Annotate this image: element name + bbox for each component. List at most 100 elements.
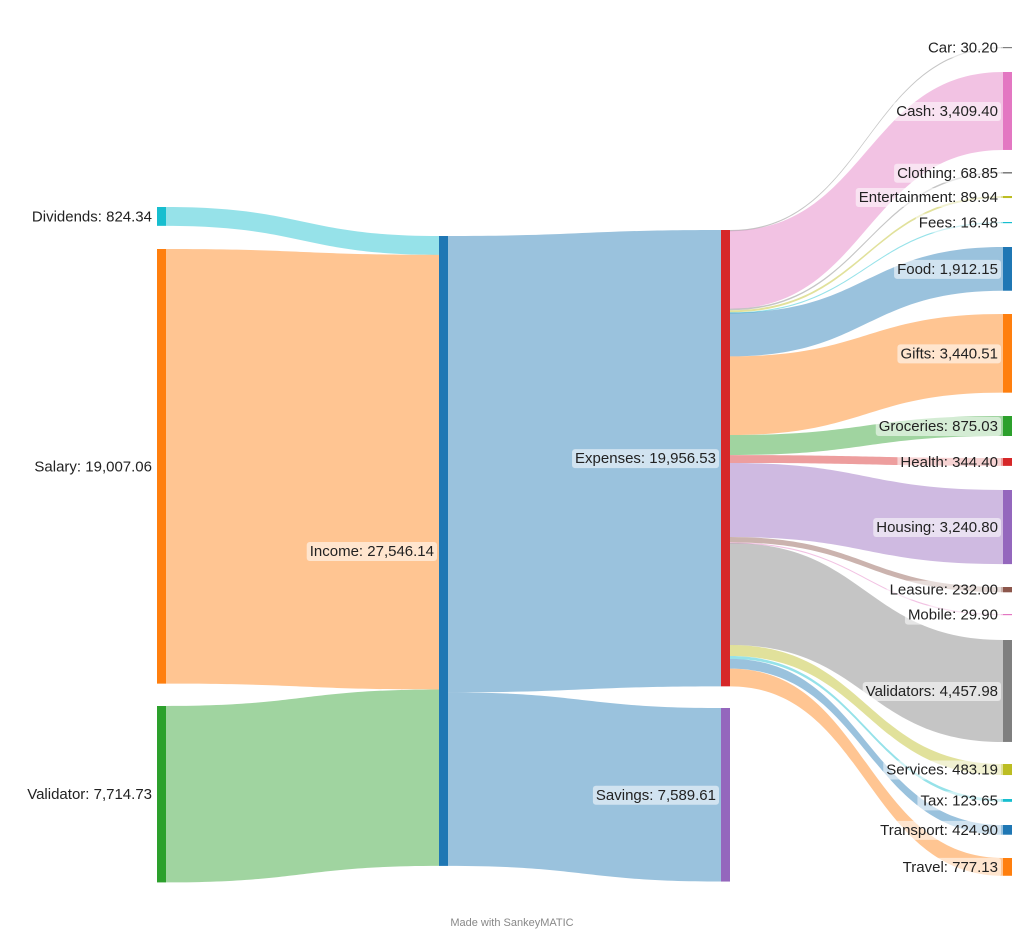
label-bg-food bbox=[894, 259, 1001, 279]
label-text-fees: Fees: 16.48 bbox=[919, 215, 998, 232]
link-expenses-to-fees bbox=[730, 222, 1003, 314]
label-bg-savings bbox=[592, 785, 719, 805]
node-travel bbox=[1003, 858, 1012, 876]
label-text-food: Food: 1,912.15 bbox=[897, 261, 998, 278]
node-income bbox=[439, 236, 448, 866]
node-mobile bbox=[1003, 614, 1012, 616]
label-bg-health bbox=[897, 452, 1001, 472]
label-groceries: Groceries: 875.03 bbox=[875, 417, 1001, 437]
label-tax: Tax: 123.65 bbox=[917, 791, 1001, 811]
link-dividends-to-income bbox=[166, 207, 439, 255]
label-bg-validators bbox=[862, 681, 1001, 701]
node-clothing bbox=[1003, 172, 1012, 174]
link-expenses-to-leasure bbox=[730, 537, 1003, 593]
label-text-validator: Validator: 7,714.73 bbox=[27, 786, 152, 803]
label-text-cash: Cash: 3,409.40 bbox=[896, 103, 998, 120]
node-groceries bbox=[1003, 416, 1012, 437]
link-income-to-savings bbox=[448, 692, 721, 882]
sankey-labels: Dividends: 824.34 Salary: 19,007.06 Valida… bbox=[27, 38, 1001, 877]
label-text-expenses: Expenses: 19,956.53 bbox=[575, 450, 716, 467]
label-gifts: Gifts: 3,440.51 bbox=[897, 344, 1001, 364]
label-bg-services bbox=[883, 760, 1001, 780]
link-expenses-to-car bbox=[730, 47, 1003, 232]
label-text-validators: Validators: 4,457.98 bbox=[866, 683, 998, 700]
label-bg-leasure bbox=[886, 580, 1001, 600]
label-salary: Salary: 19,007.06 bbox=[34, 458, 152, 475]
node-cash bbox=[1003, 72, 1012, 150]
footer-credit: Made with SankeyMATIC bbox=[450, 917, 573, 929]
label-income: Income: 27,546.14 bbox=[306, 541, 437, 561]
node-entertainment bbox=[1003, 196, 1012, 199]
link-validator-to-income bbox=[166, 689, 439, 883]
label-leasure: Leasure: 232.00 bbox=[886, 580, 1001, 600]
node-validator bbox=[157, 706, 166, 883]
label-bg-tax bbox=[917, 791, 1001, 811]
label-validators: Validators: 4,457.98 bbox=[862, 681, 1001, 701]
node-car bbox=[1003, 47, 1012, 49]
label-text-income: Income: 27,546.14 bbox=[310, 543, 434, 560]
label-text-transport: Transport: 424.90 bbox=[880, 822, 998, 839]
link-expenses-to-travel bbox=[730, 668, 1003, 876]
node-savings bbox=[721, 708, 730, 882]
label-text-savings: Savings: 7,589.61 bbox=[596, 787, 716, 804]
label-bg-entertainment bbox=[855, 188, 1001, 208]
label-text-health: Health: 344.40 bbox=[900, 454, 998, 471]
link-expenses-to-housing bbox=[730, 462, 1003, 565]
label-text-salary: Salary: 19,007.06 bbox=[34, 458, 152, 475]
label-text-services: Services: 483.19 bbox=[886, 762, 998, 779]
node-tax bbox=[1003, 799, 1012, 802]
node-transport bbox=[1003, 825, 1012, 835]
label-bg-groceries bbox=[875, 417, 1001, 437]
label-text-entertainment: Entertainment: 89.94 bbox=[859, 189, 998, 206]
label-entertainment: Entertainment: 89.94 bbox=[855, 188, 1001, 208]
label-services: Services: 483.19 bbox=[883, 760, 1001, 780]
label-bg-clothing bbox=[894, 163, 1001, 183]
label-food: Food: 1,912.15 bbox=[894, 259, 1001, 279]
label-bg-income bbox=[306, 541, 437, 561]
label-dividends: Dividends: 824.34 bbox=[32, 208, 152, 225]
link-expenses-to-tax bbox=[730, 656, 1003, 802]
node-housing bbox=[1003, 490, 1012, 565]
label-bg-gifts bbox=[897, 344, 1001, 364]
label-bg-mobile bbox=[904, 605, 1001, 625]
node-dividends bbox=[157, 207, 166, 226]
label-fees: Fees: 16.48 bbox=[915, 213, 1001, 233]
label-text-clothing: Clothing: 68.85 bbox=[897, 165, 998, 182]
label-expenses: Expenses: 19,956.53 bbox=[572, 449, 719, 469]
label-clothing: Clothing: 68.85 bbox=[894, 163, 1001, 183]
label-bg-car bbox=[924, 38, 1001, 58]
label-text-travel: Travel: 777.13 bbox=[903, 859, 998, 876]
node-leasure bbox=[1003, 587, 1012, 593]
link-expenses-to-mobile bbox=[730, 542, 1003, 616]
label-housing: Housing: 3,240.80 bbox=[873, 518, 1001, 538]
link-salary-to-income bbox=[166, 249, 439, 690]
label-health: Health: 344.40 bbox=[897, 452, 1001, 472]
label-transport: Transport: 424.90 bbox=[877, 820, 1001, 840]
label-bg-travel bbox=[899, 857, 1001, 877]
node-gifts bbox=[1003, 314, 1012, 393]
label-text-leasure: Leasure: 232.00 bbox=[890, 582, 998, 599]
label-text-dividends: Dividends: 824.34 bbox=[32, 208, 152, 225]
label-text-groceries: Groceries: 875.03 bbox=[879, 418, 998, 435]
node-salary bbox=[157, 249, 166, 684]
label-text-gifts: Gifts: 3,440.51 bbox=[900, 345, 998, 362]
sankey-nodes bbox=[157, 47, 1012, 883]
label-savings: Savings: 7,589.61 bbox=[592, 785, 719, 805]
node-fees bbox=[1003, 222, 1012, 224]
label-text-housing: Housing: 3,240.80 bbox=[876, 519, 998, 536]
label-travel: Travel: 777.13 bbox=[899, 857, 1001, 877]
label-validator: Validator: 7,714.73 bbox=[27, 786, 152, 803]
label-bg-transport bbox=[877, 820, 1001, 840]
node-validators bbox=[1003, 640, 1012, 742]
link-expenses-to-entertainment bbox=[730, 196, 1003, 313]
node-expenses bbox=[721, 230, 730, 687]
node-food bbox=[1003, 247, 1012, 291]
label-text-mobile: Mobile: 29.90 bbox=[908, 607, 998, 624]
link-expenses-to-gifts bbox=[730, 314, 1003, 436]
label-bg-housing bbox=[873, 518, 1001, 538]
link-expenses-to-clothing bbox=[730, 172, 1003, 311]
link-expenses-to-transport bbox=[730, 658, 1003, 835]
label-bg-expenses bbox=[572, 449, 719, 469]
label-car: Car: 30.20 bbox=[924, 38, 1001, 58]
